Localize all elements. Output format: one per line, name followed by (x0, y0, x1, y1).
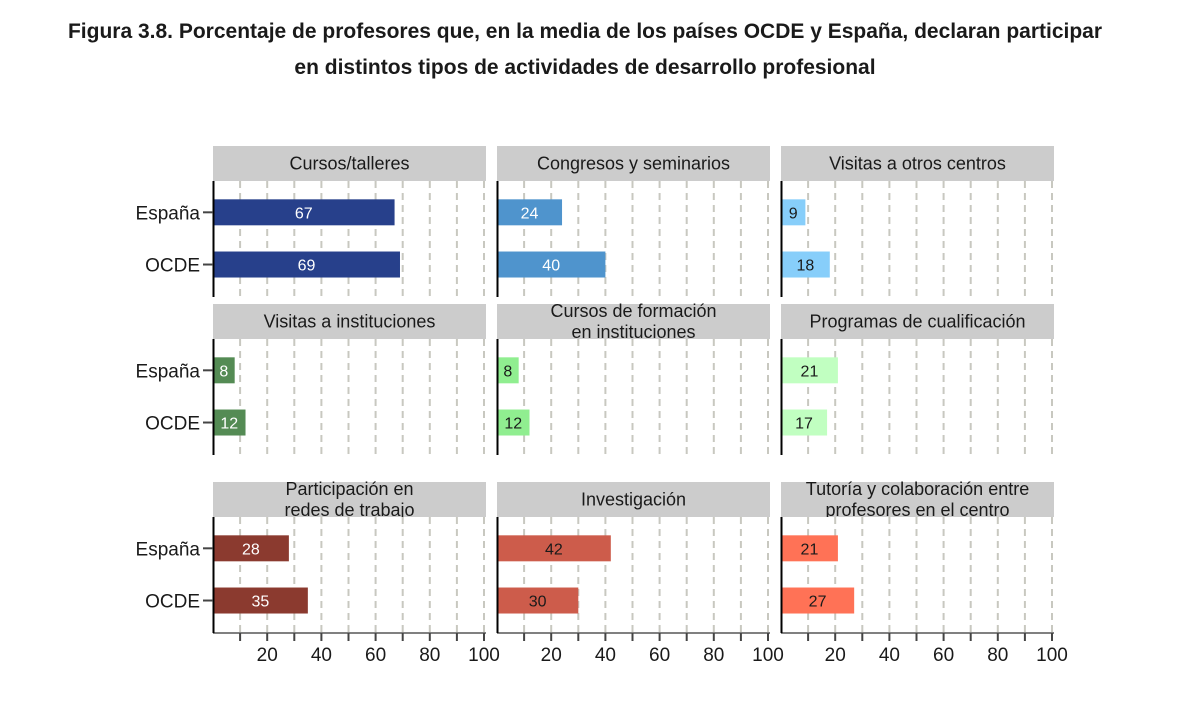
panel-strip (213, 482, 486, 517)
bar-espana (497, 199, 563, 226)
bar-ocde (213, 409, 246, 436)
x-tick-label: 40 (595, 645, 616, 666)
panel-title-line: Visitas a instituciones (264, 312, 436, 332)
panel-programas-de-cualificacion: Programas de cualificación 21 17 (780, 304, 1054, 455)
panel-title-line: profesores en el centro (825, 500, 1009, 520)
panel-title-line: Tutoría y colaboración entre (806, 479, 1029, 499)
panel-title-line: Congresos y seminarios (537, 154, 730, 174)
panel-strip (213, 146, 486, 181)
bar-value-label: 12 (220, 416, 238, 433)
panel-visitas-a-instituciones: Visitas a instituciones 8 12 España OCDE (136, 304, 486, 455)
bar-ocde (781, 587, 855, 614)
chart-title-line-1: Figura 3.8. Porcentaje de profesores que… (67, 20, 1103, 43)
x-tick-label: 20 (541, 645, 562, 666)
bar-espana (213, 535, 289, 562)
bar-value-label: 69 (298, 258, 316, 275)
bar-value-label: 30 (529, 594, 547, 611)
bar-value-label: 8 (503, 363, 512, 380)
bar-espana (497, 357, 519, 384)
x-tick-label: 40 (879, 645, 900, 666)
bar-ocde (213, 251, 400, 278)
panel-strip (781, 146, 1054, 181)
bar-espana (213, 357, 235, 384)
x-tick-label: 100 (752, 645, 784, 666)
bar-ocde (497, 251, 606, 278)
panel-strip (497, 482, 770, 517)
x-tick-label: 100 (1036, 645, 1068, 666)
bar-value-label: 28 (242, 541, 260, 558)
y-tick-label: España (136, 361, 201, 382)
bar-value-label: 17 (795, 416, 813, 433)
chart-title: Figura 3.8. Porcentaje de profesores que… (0, 14, 1170, 86)
panel-title-line: Visitas a otros centros (829, 154, 1006, 174)
x-tick-label: 60 (365, 645, 386, 666)
panel-strip (781, 482, 1054, 517)
x-tick-label: 20 (257, 645, 278, 666)
y-tick-label: OCDE (145, 414, 200, 435)
bar-value-label: 27 (809, 594, 827, 611)
bar-ocde (497, 587, 579, 614)
y-tick-label: OCDE (145, 592, 200, 613)
bar-espana (781, 535, 838, 562)
bar-value-label: 24 (521, 205, 539, 222)
panel-congresos-y-seminarios: Congresos y seminarios 24 40 (496, 146, 770, 297)
panel-title-line: Investigación (581, 490, 686, 510)
bar-value-label: 9 (789, 205, 798, 222)
bar-value-label: 40 (542, 258, 560, 275)
bar-value-label: 35 (252, 594, 270, 611)
bar-value-label: 12 (504, 416, 522, 433)
x-tick-label: 20 (825, 645, 846, 666)
panel-investigacion: Investigación 42 30 20 40 60 80 100 (496, 482, 784, 666)
x-tick-label: 60 (933, 645, 954, 666)
y-tick-label: OCDE (145, 256, 200, 277)
bar-espana (213, 199, 395, 226)
bar-espana (497, 535, 611, 562)
bar-value-label: 21 (801, 363, 819, 380)
x-tick-label: 60 (649, 645, 670, 666)
bar-ocde (497, 409, 530, 436)
x-tick-label: 40 (311, 645, 332, 666)
bar-value-label: 21 (801, 541, 819, 558)
bar-value-label: 18 (796, 258, 814, 275)
bar-espana (781, 199, 806, 226)
bar-ocde (213, 587, 308, 614)
panel-title-line: Programas de cualificación (809, 312, 1025, 332)
panel-strip (781, 304, 1054, 339)
panel-strip (213, 304, 486, 339)
panel-visitas-a-otros-centros: Visitas a otros centros 9 18 (780, 146, 1054, 297)
y-tick-label: España (136, 203, 201, 224)
panel-title-line: redes de trabajo (284, 500, 414, 520)
bar-ocde (781, 409, 828, 436)
x-tick-label: 100 (468, 645, 500, 666)
bar-espana (781, 357, 838, 384)
bar-ocde (781, 251, 830, 278)
panel-strip (497, 304, 770, 339)
x-tick-label: 80 (987, 645, 1008, 666)
y-tick-label: España (136, 539, 201, 560)
bar-value-label: 42 (545, 541, 563, 558)
bar-value-label: 8 (219, 363, 228, 380)
panel-strip (497, 146, 770, 181)
panel-cursos-talleres: Cursos/talleres 67 69 España OCDE (136, 146, 486, 297)
x-tick-label: 80 (419, 645, 440, 666)
bar-value-label: 67 (295, 205, 313, 222)
chart-title-line-2: en distintos tipos de actividades de des… (294, 56, 876, 79)
panel-title-line: Participación en (285, 479, 413, 499)
panel-title-line: en instituciones (571, 322, 695, 342)
x-tick-label: 80 (703, 645, 724, 666)
panel-title-line: Cursos/talleres (289, 154, 409, 174)
panel-title-line: Cursos de formación (550, 301, 716, 321)
